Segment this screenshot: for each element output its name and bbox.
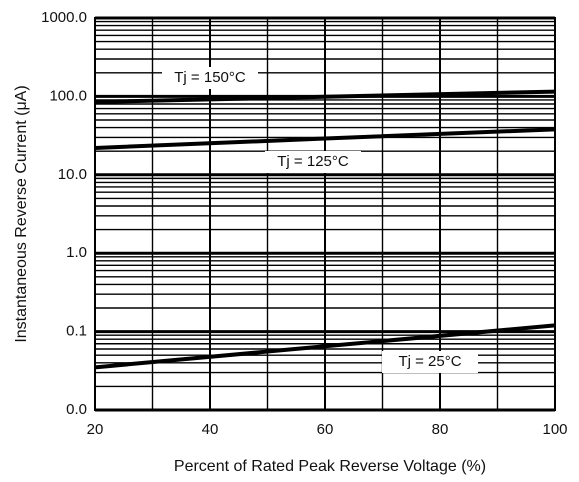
x-tick-label: 20 [87, 421, 104, 438]
x-tick-label: 60 [317, 421, 334, 438]
y-tick-label: 1.0 [66, 244, 87, 261]
y-tick-label: 1000.0 [41, 9, 87, 26]
y-tick-label: 0.0 [66, 401, 87, 418]
y-tick-label: 100.0 [49, 87, 87, 104]
series-line [94, 89, 556, 104]
series-label: Tj = 150°C [174, 69, 246, 86]
y-axis-label: Instantaneous Reverse Current (μA) [13, 85, 30, 342]
y-tick-label: 0.1 [66, 323, 87, 340]
y-tick-label: 10.0 [58, 166, 87, 183]
series-label-background [382, 351, 478, 373]
series-label-background [265, 151, 361, 173]
plot-frame [94, 17, 556, 411]
series-line [94, 323, 556, 370]
series-label: Tj = 25°C [398, 353, 461, 370]
series-label: Tj = 125°C [277, 153, 349, 170]
x-tick-label: 80 [432, 421, 449, 438]
series-label-background [162, 67, 258, 89]
x-tick-label: 40 [202, 421, 219, 438]
series-line [94, 127, 556, 150]
x-tick-label: 100 [542, 421, 567, 438]
x-axis-label: Percent of Rated Peak Reverse Voltage (%… [174, 458, 486, 475]
